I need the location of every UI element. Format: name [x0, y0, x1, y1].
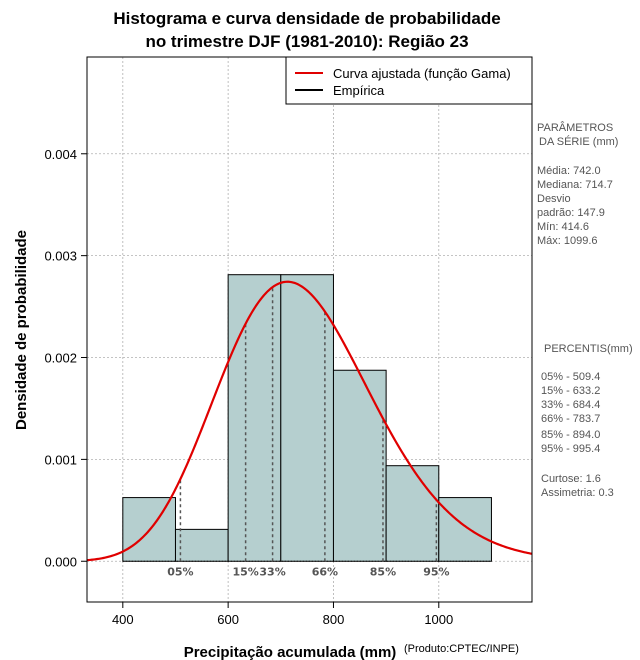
histogram-bar-0: [122, 497, 176, 562]
params-title-line-2: DA SÉRIE (mm): [539, 135, 618, 148]
skewness: Assimetria: 0.3: [541, 487, 614, 499]
percentile-label-5: 95%: [423, 565, 449, 578]
param-stddev-line-1: Desvio: [537, 193, 571, 205]
x-axis-ticks: 400 600 800 1000: [112, 602, 453, 627]
param-mean: Média: 742.0: [537, 165, 601, 177]
series-parameters-panel: PARÂMETROS DA SÉRIE (mm) Média: 742.0 Me…: [537, 121, 618, 247]
x-tick-label-1: 600: [217, 612, 239, 627]
percentile-05: 05% - 509.4: [541, 371, 600, 383]
percentile-33: 33% - 684.4: [541, 399, 600, 411]
percentile-label-1: 15%: [232, 565, 258, 578]
percentiles-panel: PERCENTIS(mm) 05% - 509.4 15% - 633.2 33…: [541, 343, 633, 499]
legend-box: [285, 56, 533, 105]
legend: Curva ajustada (função Gama) Empírica: [285, 56, 533, 105]
x-tick-label-0: 400: [112, 612, 134, 627]
y-axis-label: Densidade de probabilidade: [13, 230, 30, 430]
percentile-label-3: 66%: [312, 565, 338, 578]
legend-label-curve: Curva ajustada (função Gama): [333, 66, 511, 81]
param-stddev-line-2: padrão: 147.9: [537, 207, 605, 219]
histogram-bar-4: [332, 369, 387, 562]
percentile-label-4: 85%: [370, 565, 396, 578]
x-tick-label-2: 800: [323, 612, 345, 627]
percentile-95: 95% - 995.4: [541, 443, 600, 455]
param-min: Mín: 414.6: [537, 221, 589, 233]
y-axis-ticks: 0.000 0.001 0.002 0.003 0.004: [44, 147, 87, 569]
percentile-85: 85% - 894.0: [541, 429, 600, 441]
param-max: Máx: 1099.6: [537, 235, 598, 247]
gamma-curve-layer: [87, 280, 532, 562]
percentile-lines: 05% 15% 33% 66% 85% 95%: [167, 287, 450, 578]
y-tick-label-2: 0.002: [44, 351, 77, 366]
x-axis-label: Precipitação acumulada (mm): [184, 644, 397, 660]
histogram-bar-5: [385, 465, 440, 562]
percentiles-title: PERCENTIS(mm): [544, 343, 633, 355]
percentile-66: 66% - 783.7: [541, 413, 600, 425]
histogram-bar-1: [174, 528, 229, 562]
chart-title-line-2: no trimestre DJF (1981-2010): Região 23: [145, 32, 468, 51]
percentile-label-0: 05%: [167, 565, 193, 578]
histogram-bars: [122, 274, 492, 562]
gamma-curve: [87, 280, 532, 562]
legend-label-empirical: Empírica: [333, 83, 385, 98]
y-tick-label-0: 0.000: [44, 554, 77, 569]
histogram-bar-6: [438, 497, 492, 562]
kurtosis: Curtose: 1.6: [541, 473, 601, 485]
params-title-line-1: PARÂMETROS: [537, 121, 613, 134]
param-median: Mediana: 714.7: [537, 179, 613, 191]
x-tick-label-3: 1000: [424, 612, 453, 627]
y-tick-label-1: 0.001: [44, 452, 77, 467]
chart-title-line-1: Histograma e curva densidade de probabil…: [113, 9, 500, 28]
product-credit: (Produto:CPTEC/INPE): [404, 643, 519, 655]
percentile-15: 15% - 633.2: [541, 385, 600, 397]
y-tick-label-4: 0.004: [44, 147, 77, 162]
y-tick-label-3: 0.003: [44, 249, 77, 264]
percentile-label-2: 33%: [259, 565, 285, 578]
histogram-bar-3: [280, 274, 334, 562]
